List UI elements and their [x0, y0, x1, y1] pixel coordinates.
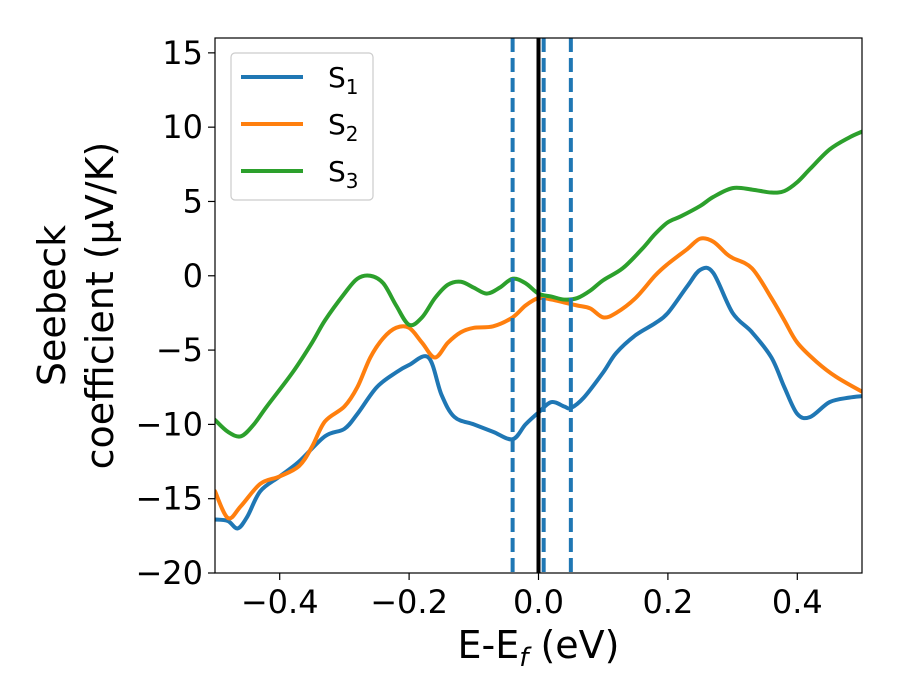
legend-entries: S1 S2 S3 [241, 61, 359, 193]
legend-label-s2: S2 [328, 108, 359, 146]
legend-label-s1: S1 [328, 61, 359, 99]
y-tick-label: 10 [162, 108, 203, 146]
y-tick-label: −20 [135, 554, 203, 592]
x-tick-label: 0.2 [642, 583, 693, 621]
y-axis-ticks: −20 −15 −10 −5 0 5 10 15 [135, 34, 215, 592]
legend-label-s3: S3 [328, 155, 359, 193]
x-axis-ticks: −0.4 −0.2 0.0 0.2 0.4 [241, 573, 823, 621]
y-tick-label: −10 [135, 405, 203, 443]
series-line-s3 [215, 129, 862, 439]
y-axis-label-line1: Seebeck [30, 225, 74, 386]
y-tick-label: 0 [183, 257, 203, 295]
legend: S1 S2 S3 [230, 52, 374, 201]
vline-layer [510, 38, 573, 573]
y-tick-label: 15 [162, 34, 203, 72]
x-tick-label: −0.4 [241, 583, 319, 621]
y-tick-label: −15 [135, 480, 203, 518]
y-tick-label: −5 [156, 331, 203, 369]
y-tick-label: 5 [183, 182, 203, 220]
x-axis-label: E-Ef (eV) [458, 623, 620, 673]
legend-box [230, 52, 374, 201]
x-tick-label: 0.4 [772, 583, 823, 621]
y-axis-label: Seebeck coefficient (μV/K) [30, 142, 122, 470]
x-tick-label: −0.2 [370, 583, 448, 621]
y-axis-label-line2: coefficient (μV/K) [78, 142, 122, 470]
series-line-s2 [215, 236, 862, 521]
x-tick-label: 0.0 [513, 583, 564, 621]
